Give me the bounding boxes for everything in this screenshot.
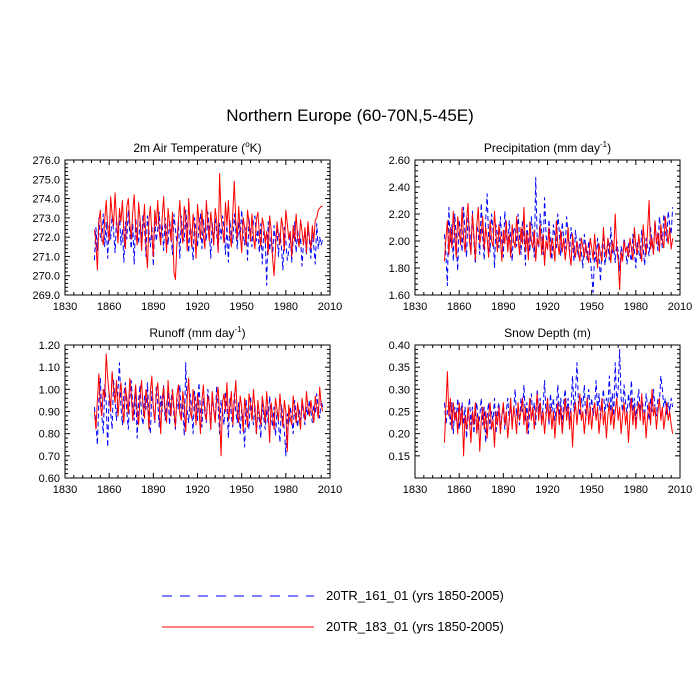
series-line-red: [93, 353, 324, 457]
y-tick-label: 2.60: [389, 155, 410, 167]
y-tick-label: 273.0: [32, 213, 60, 225]
series-line-blue: [93, 209, 324, 286]
chart-title: Precipitation (mm day-1): [484, 140, 611, 155]
chart-panel-4: Snow Depth (m) 1830 1860 1890 1920 1950 1980 20…: [389, 326, 693, 496]
y-tick-label: 1.80: [389, 263, 410, 275]
x-tick-label: 1950: [579, 484, 603, 496]
y-tick-label: 0.15: [389, 451, 410, 463]
x-tick-label: 1980: [624, 484, 648, 496]
x-tick-label: 1920: [535, 484, 559, 496]
x-tick-label: 1830: [53, 484, 77, 496]
legend-label-red: 20TR_183_01 (yrs 1850-2005): [326, 619, 504, 634]
x-tick-label: 1830: [53, 301, 77, 313]
y-tick-label: 271.0: [32, 251, 60, 263]
y-tick-label: 276.0: [32, 155, 60, 167]
chart-panel-3: Runoff (mm day-1) 1830 1860 1890 1920 1950 198…: [39, 325, 343, 496]
x-tick-label: 1980: [274, 301, 298, 313]
x-tick-label: 2010: [318, 484, 342, 496]
x-tick-label: 2010: [318, 301, 342, 313]
y-tick-label: 0.40: [389, 340, 410, 352]
figure-title: Northern Europe (60-70N,5-45E): [226, 106, 474, 125]
chart-panel-1: 2m Air Temperature (oK) 1830 1860 1890 1920 1…: [32, 140, 342, 313]
x-tick-label: 1860: [447, 484, 471, 496]
y-tick-label: 0.35: [389, 362, 410, 374]
x-tick-label: 1860: [97, 301, 121, 313]
y-tick-label: 2.20: [389, 209, 410, 221]
chart-title: 2m Air Temperature (oK): [133, 140, 261, 155]
x-tick-label: 1890: [141, 484, 165, 496]
x-tick-label: 1830: [403, 484, 427, 496]
y-tick-label: 1.10: [39, 362, 60, 374]
y-tick-label: 269.0: [32, 290, 60, 302]
series-line-blue: [443, 177, 674, 293]
legend-label-blue: 20TR_161_01 (yrs 1850-2005): [326, 588, 504, 603]
series-line-red: [443, 200, 674, 291]
y-tick-label: 272.0: [32, 232, 60, 244]
x-tick-label: 1890: [491, 301, 515, 313]
y-tick-label: 1.20: [39, 340, 60, 352]
chart-title: Runoff (mm day-1): [149, 325, 245, 340]
y-tick-label: 0.70: [39, 451, 60, 463]
y-tick-label: 0.90: [39, 407, 60, 419]
chart-panel-2: Precipitation (mm day-1) 1830 1860 1890 1920…: [389, 140, 693, 313]
y-tick-label: 0.60: [39, 473, 60, 485]
series-line-red: [443, 371, 674, 457]
y-tick-label: 0.30: [389, 384, 410, 396]
x-tick-label: 2010: [668, 301, 692, 313]
x-tick-label: 1950: [229, 484, 253, 496]
x-tick-label: 1920: [535, 301, 559, 313]
series-line-blue: [93, 362, 324, 457]
x-tick-label: 1860: [447, 301, 471, 313]
x-tick-label: 1830: [403, 301, 427, 313]
y-tick-label: 0.25: [389, 407, 410, 419]
x-tick-label: 1980: [274, 484, 298, 496]
chart-title: Snow Depth (m): [504, 326, 591, 340]
y-tick-label: 1.00: [39, 384, 60, 396]
y-tick-label: 274.0: [32, 194, 60, 206]
y-tick-label: 2.00: [389, 236, 410, 248]
x-tick-label: 1920: [185, 484, 209, 496]
x-tick-label: 1890: [141, 301, 165, 313]
y-tick-label: 275.0: [32, 174, 60, 186]
x-tick-label: 1950: [229, 301, 253, 313]
y-tick-label: 1.60: [389, 290, 410, 302]
y-tick-label: 0.20: [389, 429, 410, 441]
y-tick-label: 2.40: [389, 182, 410, 194]
x-tick-label: 1920: [185, 301, 209, 313]
x-tick-label: 1980: [624, 301, 648, 313]
x-tick-label: 2010: [668, 484, 692, 496]
x-tick-label: 1860: [97, 484, 121, 496]
y-tick-label: 0.80: [39, 429, 60, 441]
x-tick-label: 1950: [579, 301, 603, 313]
y-tick-label: 270.0: [32, 271, 60, 283]
series-line-red: [93, 173, 323, 281]
x-tick-label: 1890: [491, 484, 515, 496]
